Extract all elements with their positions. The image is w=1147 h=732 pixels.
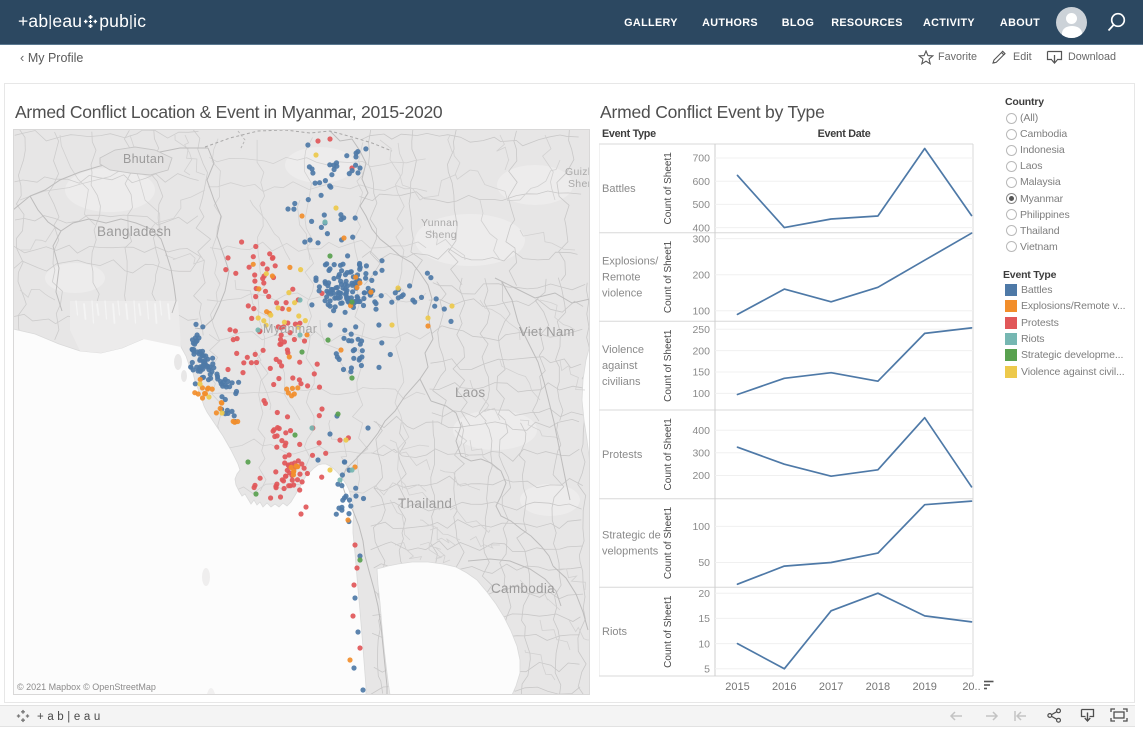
svg-text:2018: 2018 bbox=[866, 681, 890, 693]
svg-text:2015: 2015 bbox=[725, 681, 749, 693]
svg-text:Myanmar: Myanmar bbox=[263, 322, 317, 336]
svg-text:Count of Sheet1: Count of Sheet1 bbox=[663, 418, 674, 491]
svg-text:Laos: Laos bbox=[455, 385, 485, 400]
svg-text:2019: 2019 bbox=[912, 681, 936, 693]
svg-text:Event Type: Event Type bbox=[602, 128, 656, 140]
svg-text:Bhutan: Bhutan bbox=[123, 152, 164, 166]
svg-text:150: 150 bbox=[692, 367, 710, 379]
svg-text:Viet Nam: Viet Nam bbox=[519, 324, 575, 339]
svg-text:Protests: Protests bbox=[602, 449, 643, 461]
svg-text:velopments: velopments bbox=[602, 546, 659, 558]
svg-text:20: 20 bbox=[698, 588, 710, 600]
svg-text:Riots: Riots bbox=[602, 626, 628, 638]
svg-text:Guizh: Guizh bbox=[565, 166, 590, 178]
svg-text:© 2021 Mapbox © OpenStreetMap: © 2021 Mapbox © OpenStreetMap bbox=[17, 682, 156, 692]
svg-text:100: 100 bbox=[692, 388, 710, 400]
svg-text:Count of Sheet1: Count of Sheet1 bbox=[663, 506, 674, 579]
svg-text:400: 400 bbox=[692, 425, 710, 437]
svg-text:Cambodia: Cambodia bbox=[491, 581, 555, 596]
svg-text:Sheng: Sheng bbox=[425, 229, 457, 241]
svg-text:5: 5 bbox=[704, 664, 710, 676]
svg-text:700: 700 bbox=[692, 153, 710, 165]
svg-text:100: 100 bbox=[692, 306, 710, 318]
svg-text:Remote: Remote bbox=[602, 272, 641, 284]
svg-text:300: 300 bbox=[692, 448, 710, 460]
svg-text:500: 500 bbox=[692, 199, 710, 211]
svg-text:200: 200 bbox=[692, 470, 710, 482]
svg-text:2016: 2016 bbox=[772, 681, 796, 693]
svg-text:10: 10 bbox=[698, 638, 710, 650]
svg-text:Event Date: Event Date bbox=[818, 128, 871, 140]
svg-text:civilians: civilians bbox=[602, 376, 641, 388]
svg-text:Count of Sheet1: Count of Sheet1 bbox=[663, 329, 674, 402]
svg-text:200: 200 bbox=[692, 345, 710, 357]
svg-text:Battles: Battles bbox=[602, 183, 636, 195]
svg-text:Violence: Violence bbox=[602, 344, 644, 356]
svg-text:20..: 20.. bbox=[962, 681, 980, 693]
svg-text:Count of Sheet1: Count of Sheet1 bbox=[663, 240, 674, 313]
svg-text:Bangladesh: Bangladesh bbox=[97, 224, 171, 239]
svg-text:Shen: Shen bbox=[568, 178, 590, 190]
svg-text:400: 400 bbox=[692, 222, 710, 234]
svg-text:15: 15 bbox=[698, 613, 710, 625]
svg-text:2017: 2017 bbox=[819, 681, 843, 693]
svg-text:250: 250 bbox=[692, 324, 710, 336]
svg-text:Yunnan: Yunnan bbox=[421, 217, 458, 229]
svg-text:Count of Sheet1: Count of Sheet1 bbox=[663, 595, 674, 668]
svg-text:100: 100 bbox=[692, 521, 710, 533]
svg-text:against: against bbox=[602, 360, 637, 372]
svg-text:Explosions/: Explosions/ bbox=[602, 256, 659, 268]
svg-text:200: 200 bbox=[692, 269, 710, 281]
svg-text:violence: violence bbox=[602, 288, 642, 300]
svg-text:600: 600 bbox=[692, 176, 710, 188]
svg-text:50: 50 bbox=[698, 557, 710, 569]
svg-text:Count of Sheet1: Count of Sheet1 bbox=[663, 152, 674, 225]
svg-text:300: 300 bbox=[692, 233, 710, 245]
svg-text:Thailand: Thailand bbox=[398, 496, 452, 511]
svg-text:Strategic de: Strategic de bbox=[602, 530, 661, 542]
